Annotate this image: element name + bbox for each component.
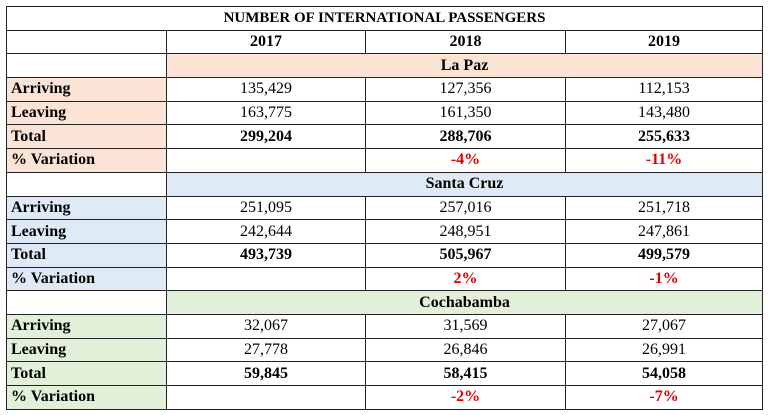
value-cell: 31,569 <box>365 313 566 339</box>
data-row: % Variation -2% -7% <box>6 385 764 410</box>
data-row: Arriving 251,095 257,016 251,718 <box>6 195 764 221</box>
value-cell: 27,778 <box>166 337 366 363</box>
value-cell: 112,153 <box>564 77 764 102</box>
data-row: Total 493,739 505,967 499,579 <box>6 242 764 268</box>
value-cell: -4% <box>365 148 566 173</box>
section-name: Santa Cruz <box>165 171 764 197</box>
row-label: % Variation <box>6 266 167 292</box>
row-label: Total <box>6 124 167 150</box>
value-cell: 505,967 <box>365 242 566 268</box>
empty-cell <box>6 290 167 315</box>
value-cell: 143,480 <box>564 100 764 126</box>
value-cell: -7% <box>564 385 764 410</box>
row-label: % Variation <box>6 148 167 173</box>
row-label: Arriving <box>6 77 167 102</box>
value-cell: 493,739 <box>166 242 366 268</box>
row-label: Leaving <box>6 219 167 244</box>
value-cell: 257,016 <box>365 195 566 221</box>
value-cell: 127,356 <box>365 77 566 102</box>
value-cell: 248,951 <box>365 219 566 244</box>
value-cell: 135,429 <box>166 77 366 102</box>
row-label: Total <box>6 242 167 268</box>
value-cell: 59,845 <box>166 361 366 386</box>
empty-cell <box>166 266 366 292</box>
row-label: Leaving <box>6 337 167 363</box>
year-header: 2018 <box>365 29 566 55</box>
empty-cell <box>6 29 167 55</box>
value-cell: 58,415 <box>365 361 566 386</box>
header-row: 2017 2018 2019 <box>6 29 764 55</box>
table-body: NUMBER OF INTERNATIONAL PASSENGERS 2017 2… <box>5 6 764 410</box>
value-cell: -11% <box>564 148 764 173</box>
value-cell: 251,095 <box>166 195 366 221</box>
section-row: La Paz <box>6 53 764 79</box>
empty-cell <box>166 385 366 410</box>
value-cell: 26,846 <box>365 337 566 363</box>
section-name: Cochabamba <box>165 290 764 315</box>
empty-cell <box>166 148 366 173</box>
value-cell: 255,633 <box>564 124 764 150</box>
year-header: 2017 <box>166 29 366 55</box>
empty-cell <box>6 171 167 197</box>
data-row: Arriving 32,067 31,569 27,067 <box>6 313 764 339</box>
year-header: 2019 <box>564 29 764 55</box>
data-row: Leaving 242,644 248,951 247,861 <box>6 219 764 244</box>
section-row: Santa Cruz <box>6 171 764 197</box>
row-label: % Variation <box>6 385 167 410</box>
data-row: % Variation 2% -1% <box>6 266 764 292</box>
value-cell: 2% <box>365 266 566 292</box>
data-row: Total 59,845 58,415 54,058 <box>6 361 764 386</box>
value-cell: 26,991 <box>564 337 764 363</box>
row-label: Arriving <box>6 195 167 221</box>
data-row: Arriving 135,429 127,356 112,153 <box>6 77 764 102</box>
row-label: Leaving <box>6 100 167 126</box>
value-cell: 27,067 <box>564 313 764 339</box>
data-row: Leaving 27,778 26,846 26,991 <box>6 337 764 363</box>
value-cell: 251,718 <box>564 195 764 221</box>
empty-cell <box>6 53 167 79</box>
value-cell: 247,861 <box>564 219 764 244</box>
data-row: % Variation -4% -11% <box>6 148 764 173</box>
value-cell: -1% <box>564 266 764 292</box>
table-title: NUMBER OF INTERNATIONAL PASSENGERS <box>5 6 764 31</box>
section-name: La Paz <box>165 53 764 79</box>
title-row: NUMBER OF INTERNATIONAL PASSENGERS <box>5 6 764 31</box>
value-cell: 242,644 <box>166 219 366 244</box>
value-cell: 32,067 <box>166 313 366 339</box>
row-label: Total <box>6 361 167 386</box>
value-cell: 299,204 <box>166 124 366 150</box>
data-row: Total 299,204 288,706 255,633 <box>6 124 764 150</box>
value-cell: -2% <box>365 385 566 410</box>
value-cell: 161,350 <box>365 100 566 126</box>
value-cell: 288,706 <box>365 124 566 150</box>
value-cell: 163,775 <box>166 100 366 126</box>
row-label: Arriving <box>6 313 167 339</box>
value-cell: 499,579 <box>564 242 764 268</box>
section-row: Cochabamba <box>6 290 764 315</box>
passenger-table: NUMBER OF INTERNATIONAL PASSENGERS 2017 2… <box>5 6 764 410</box>
data-row: Leaving 163,775 161,350 143,480 <box>6 100 764 126</box>
value-cell: 54,058 <box>564 361 764 386</box>
